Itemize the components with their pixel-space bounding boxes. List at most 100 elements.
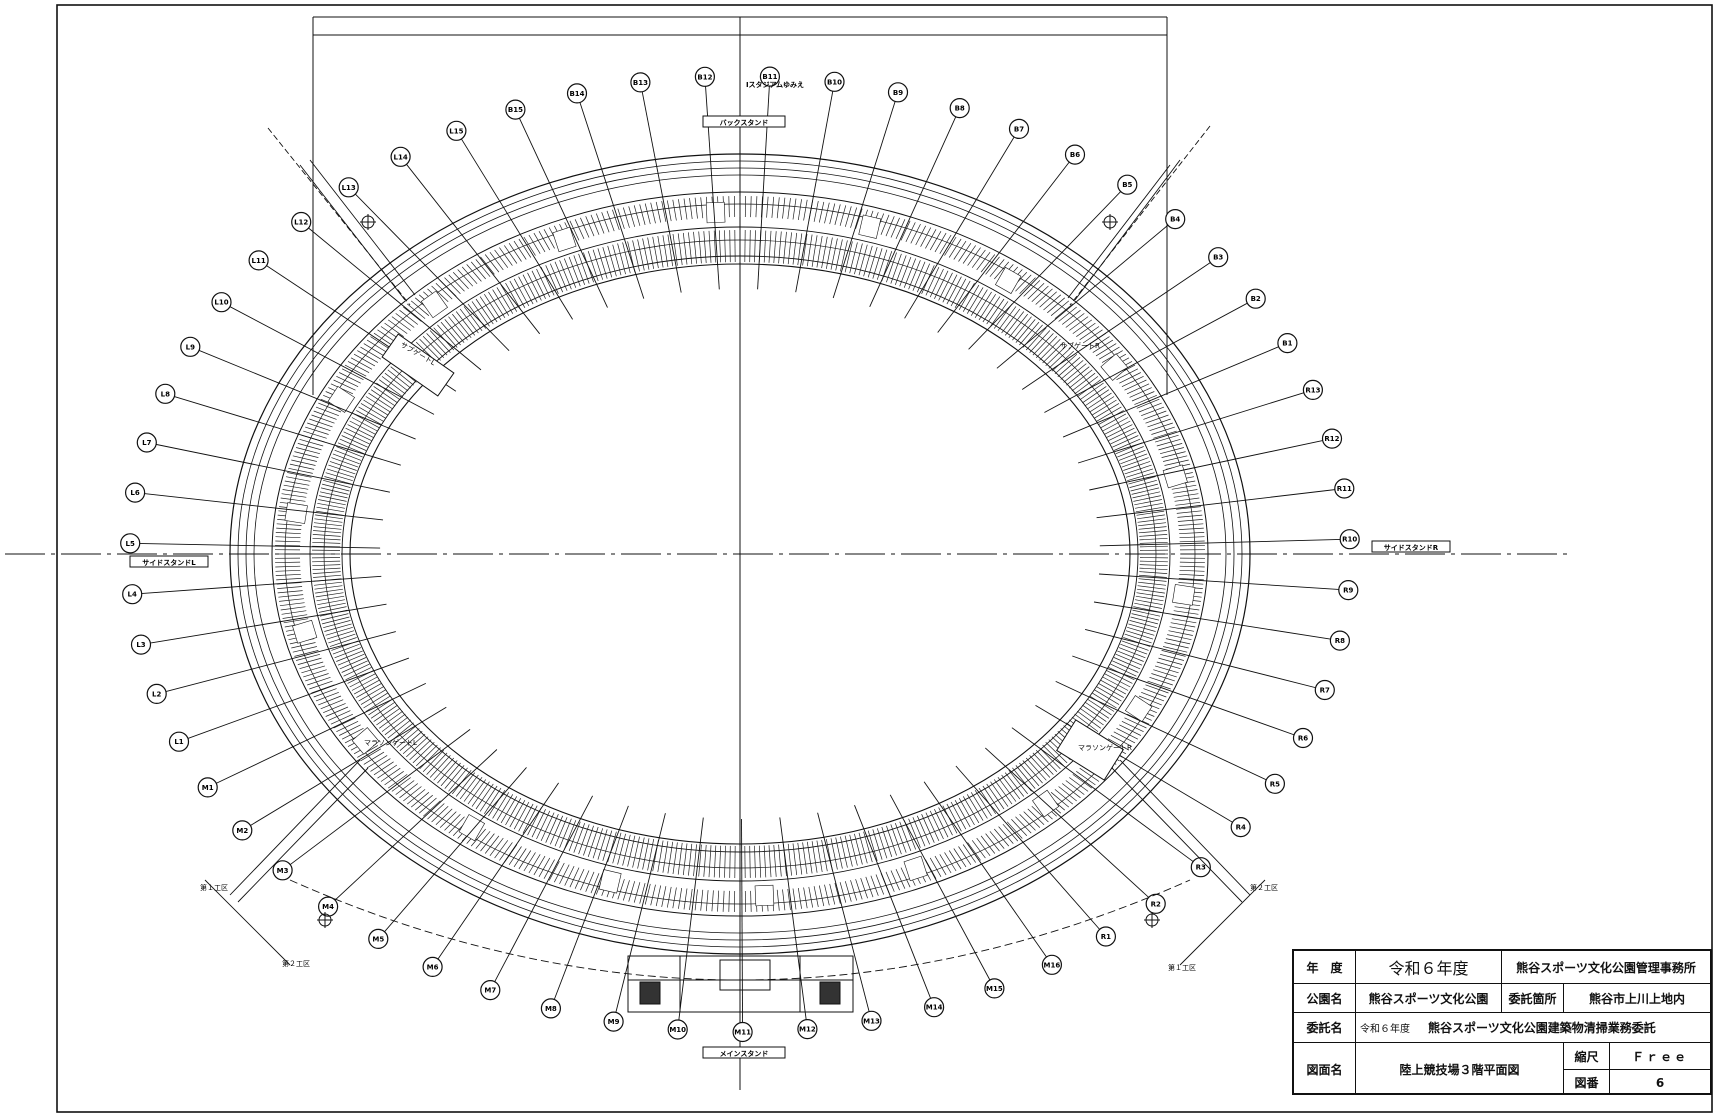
seat-row-tick	[480, 256, 495, 275]
seat-row-tick	[315, 588, 343, 594]
bubble-label: B11	[762, 73, 777, 81]
seat-row-tick	[276, 523, 302, 526]
seat-row-tick	[912, 817, 926, 847]
seat-row-tick	[307, 676, 331, 686]
seat-row-tick	[754, 845, 756, 878]
seat-row-tick	[347, 361, 370, 374]
seat-row-tick	[929, 857, 942, 877]
bubble-circle	[318, 896, 339, 917]
seat-row-tick	[419, 338, 441, 361]
seat-row-tick	[1011, 819, 1028, 837]
bubble-label: M4	[322, 903, 334, 911]
seat-row-tick	[332, 453, 360, 465]
seat-row-tick	[637, 239, 645, 271]
seat-row-tick	[1008, 313, 1028, 339]
seat-row-tick	[365, 396, 391, 413]
seat-row-tick	[718, 845, 722, 878]
seat-row-tick	[1138, 402, 1162, 413]
seat-row-tick	[366, 339, 388, 353]
seat-row-tick	[667, 841, 674, 874]
seat-row-tick	[689, 888, 693, 910]
seat-row-tick	[1119, 372, 1141, 384]
bubble-label: B13	[633, 79, 648, 87]
seat-row-tick	[1058, 786, 1077, 802]
seat-row-tick	[1130, 616, 1158, 625]
bubble-leader	[282, 729, 471, 871]
seat-row-tick	[1035, 335, 1058, 358]
seat-row-tick	[563, 820, 577, 850]
bubble-circle	[1064, 144, 1086, 165]
seat-row-tick	[1076, 322, 1096, 337]
seat-row-tick	[829, 203, 836, 225]
seat-row-tick	[505, 798, 522, 826]
bubble-label: R12	[1324, 435, 1339, 443]
back-stand-label: バックスタンド	[720, 118, 769, 127]
drawing-value: 陸上競技場３階平面図	[1356, 1043, 1564, 1095]
seat-row-tick	[365, 695, 391, 712]
seat-row-tick	[958, 243, 972, 262]
bubble-leader	[132, 575, 382, 595]
side-stand-left-label: サイドスタンドL	[142, 558, 196, 567]
seat-row-tick	[316, 506, 345, 513]
seat-row-tick	[1178, 523, 1204, 526]
seat-row-tick	[929, 231, 942, 251]
seat-row-tick	[345, 667, 372, 681]
seat-row-tick	[1001, 308, 1021, 334]
seat-row-tick	[829, 883, 836, 905]
seat-row-tick	[1121, 457, 1149, 468]
bubble-label: L14	[393, 153, 407, 161]
seat-row-tick	[459, 308, 479, 334]
seat-row-tick	[1129, 479, 1157, 488]
seat-row-tick	[939, 234, 952, 254]
seat-row-tick	[457, 269, 474, 287]
seat-row-tick	[763, 230, 767, 263]
seat-row-tick	[966, 794, 984, 821]
seat-row-tick	[318, 695, 342, 706]
seat-row-tick	[381, 713, 406, 732]
seat-row-tick	[1138, 530, 1167, 534]
year-value: 令和６年度	[1356, 951, 1502, 983]
seat-row-tick	[1170, 622, 1196, 628]
seat-row-tick	[1177, 514, 1203, 518]
column-bubble: B2	[1044, 288, 1266, 413]
seat-row-tick	[410, 792, 430, 808]
bubble-leader	[984, 747, 1157, 905]
seat-row-tick	[513, 801, 530, 830]
bubble-circle	[1292, 727, 1314, 749]
seat-row-tick	[1107, 738, 1130, 751]
seat-row-tick	[363, 692, 389, 709]
seat-row-tick	[870, 875, 879, 896]
seat-row-tick	[1179, 544, 1205, 547]
park-value: 熊谷スポーツ文化公園	[1356, 984, 1502, 1012]
seat-row-tick	[1047, 297, 1066, 314]
seat-row-tick	[666, 200, 672, 222]
seat-row-tick	[854, 833, 863, 865]
rail-label-2: 第２工区	[282, 959, 310, 968]
seat-row-tick	[294, 451, 319, 458]
seat-row-tick	[1027, 282, 1045, 300]
seat-row-tick	[607, 245, 617, 277]
ring-line	[349, 263, 1131, 845]
bubble-leader	[300, 221, 482, 371]
seat-row-tick	[1060, 360, 1084, 380]
seat-row-tick	[322, 483, 350, 492]
seat-row-tick	[376, 707, 401, 726]
bubble-leader	[576, 93, 645, 299]
seat-row-tick	[792, 232, 798, 265]
seat-row-tick	[479, 785, 498, 812]
scale-label: 縮尺	[1564, 1043, 1610, 1069]
vomitory	[292, 619, 318, 644]
seat-row-tick	[427, 803, 445, 820]
column-bubble: R4	[1035, 705, 1251, 838]
seat-row-tick	[652, 236, 659, 269]
seat-row-tick	[549, 263, 564, 293]
seat-row-tick	[345, 427, 372, 441]
bubble-leader	[165, 393, 401, 466]
ring-line	[271, 191, 1209, 917]
seat-row-tick	[677, 233, 683, 266]
bubble-label: R13	[1305, 386, 1320, 394]
seat-row-tick	[448, 274, 465, 292]
seat-row-tick	[916, 815, 931, 845]
seat-row-tick	[553, 862, 565, 883]
seat-row-tick	[363, 751, 385, 765]
